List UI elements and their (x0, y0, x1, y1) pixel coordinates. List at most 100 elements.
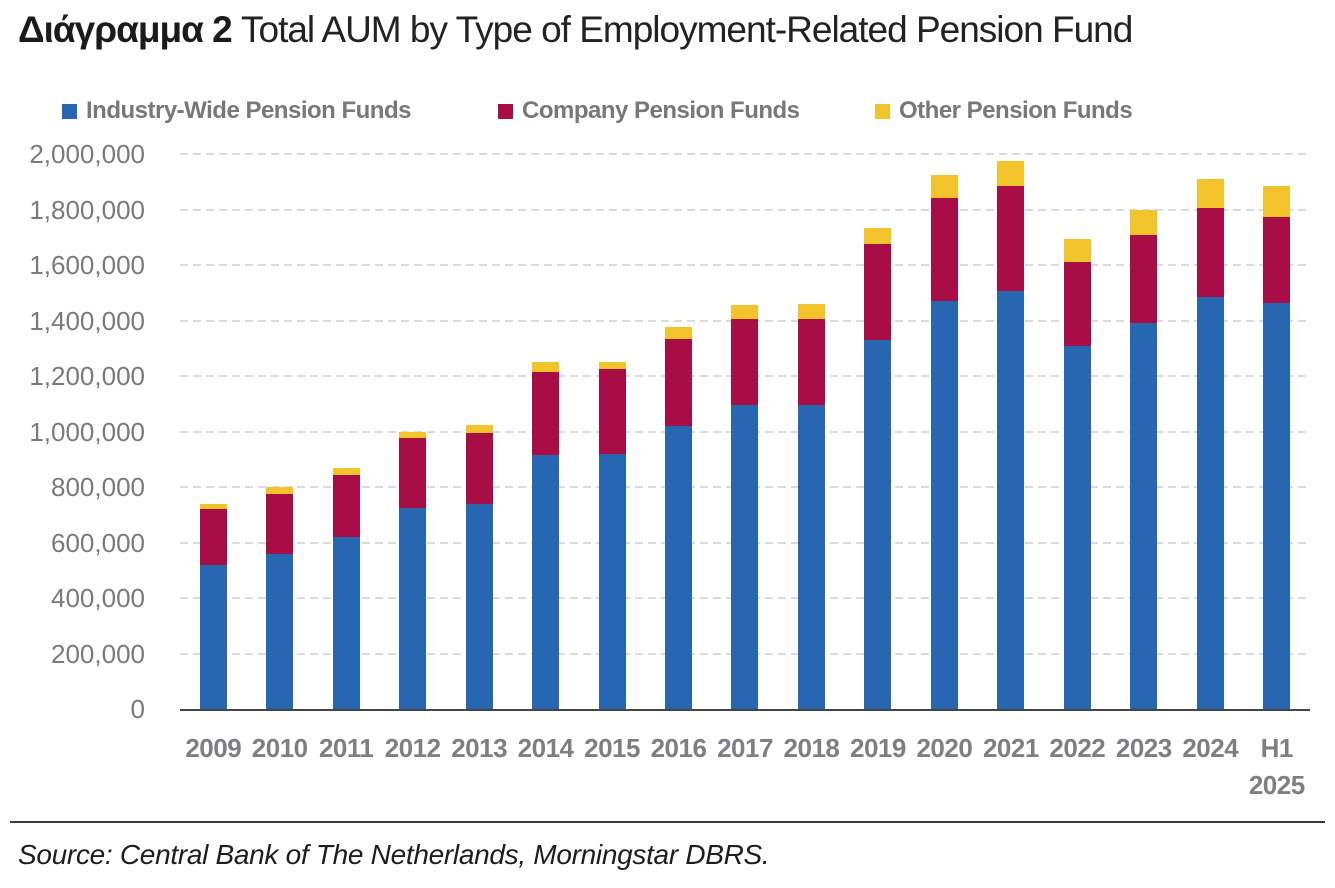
bar-segment-company (797, 319, 825, 406)
bar-segment-industry-wide (199, 564, 227, 709)
bar-segment-other (1063, 238, 1091, 263)
stacked-bar-2020 (930, 174, 958, 709)
bar-segment-company (1063, 262, 1091, 346)
plot-area (180, 153, 1310, 711)
stacked-bar-2019 (864, 227, 892, 709)
x-axis-line (180, 709, 1310, 711)
stacked-bar-2009 (199, 503, 227, 709)
y-tick-label: 400,000 (51, 583, 145, 613)
stacked-bar-2017 (731, 305, 759, 709)
stacked-bar-2013 (465, 424, 493, 709)
x-tick-label: 2015 (584, 733, 640, 763)
bar-segment-industry-wide (399, 507, 427, 709)
x-tick-label: 2021 (982, 733, 1039, 763)
stacked-bar-2012 (399, 431, 427, 709)
x-tick-label: 2018 (783, 733, 840, 763)
bar-segment-other (1263, 186, 1291, 217)
bar-segment-industry-wide (797, 405, 825, 709)
bar-slot-2011 (313, 154, 379, 709)
source-line: Source: Central Bank of The Netherlands,… (18, 839, 770, 870)
bar-segment-company (864, 244, 892, 340)
bar-slot-2009 (180, 154, 246, 709)
bar-segment-industry-wide (266, 553, 294, 709)
bar-slot-2010 (246, 154, 312, 709)
bar-segment-other (930, 174, 958, 199)
x-tick-label: 2022 (1049, 733, 1106, 763)
stacked-bar-2023 (1130, 209, 1158, 709)
x-tick-label: 2013 (451, 733, 508, 763)
bar-segment-company (532, 371, 560, 456)
legend-swatch-icon (62, 103, 77, 119)
bar-segment-company (665, 338, 693, 426)
bar-segment-company (930, 198, 958, 302)
bar-slot-2016 (645, 154, 711, 709)
bar-slot-2024 (1177, 154, 1243, 709)
bar-segment-other (864, 227, 892, 245)
stacked-bar-h1-2025 (1263, 186, 1291, 709)
bar-segment-company (598, 369, 626, 454)
bar-segment-other (598, 362, 626, 370)
y-tick-label: 800,000 (51, 472, 145, 502)
gridline (180, 264, 1310, 266)
stacked-bar-2022 (1063, 238, 1091, 709)
bar-slot-2023 (1111, 154, 1177, 709)
bar-segment-other (532, 362, 560, 372)
bar-segment-other (332, 467, 360, 475)
y-tick-label: 1,800,000 (29, 194, 145, 225)
gridline (180, 153, 1310, 155)
bar-segment-industry-wide (665, 425, 693, 709)
bar-segment-company (1130, 234, 1158, 324)
y-tick-label: 1,400,000 (29, 305, 145, 336)
bar-segment-other (266, 487, 294, 494)
y-tick-label: 1,000,000 (29, 416, 145, 447)
bar-slot-2019 (845, 154, 911, 709)
legend-label: Company Pension Funds (522, 97, 800, 124)
y-tick-label: 1,600,000 (29, 250, 145, 280)
stacked-bar-2018 (797, 303, 825, 709)
bar-segment-company (399, 438, 427, 508)
bar-segment-industry-wide (930, 301, 958, 709)
y-tick-label: 0 (130, 694, 145, 724)
bar-segment-industry-wide (1130, 323, 1158, 709)
x-tick-label: 2024 (1182, 733, 1239, 763)
bar-segment-company (266, 493, 294, 554)
bar-slot-2013 (446, 154, 512, 709)
bar-segment-company (1263, 216, 1291, 303)
bar-segment-other (399, 431, 427, 439)
bar-segment-industry-wide (731, 405, 759, 709)
bar-segment-other (465, 424, 493, 433)
x-tick-label: 2019 (850, 733, 906, 763)
bar-segment-company (465, 432, 493, 504)
stacked-bar-2021 (997, 160, 1025, 709)
x-tick-label: H1 2025 (1248, 733, 1305, 800)
bar-segment-industry-wide (532, 455, 560, 709)
y-tick-label: 1,200,000 (29, 361, 145, 391)
legend-item-1: Company Pension Funds (498, 97, 800, 125)
bar-segment-company (332, 474, 360, 537)
bar-segment-industry-wide (1063, 345, 1091, 709)
legend-swatch-icon (875, 103, 890, 119)
bar-segment-industry-wide (598, 453, 626, 709)
x-tick-label: 2014 (517, 733, 574, 763)
bar-slot-2014 (512, 154, 578, 709)
bar-segment-other (199, 503, 227, 510)
bar-segment-other (1130, 209, 1158, 235)
chart-title-prefix: Διάγραμμα 2 (18, 9, 233, 50)
bar-segment-industry-wide (864, 339, 892, 709)
stacked-bar-2016 (665, 327, 693, 709)
bar-slot-2022 (1044, 154, 1110, 709)
x-tick-label: 2020 (916, 733, 973, 763)
bar-slot-2012 (379, 154, 445, 709)
y-tick-label: 600,000 (51, 527, 145, 558)
bar-slot-h1-2025 (1244, 154, 1310, 709)
bar-segment-company (731, 319, 759, 406)
y-axis: 0 200,000 400,000 600,000 800,000 1,000,000 1,… (0, 0, 145, 888)
bar-segment-other (665, 327, 693, 339)
x-tick-label: 2023 (1115, 733, 1172, 763)
stacked-bar-2024 (1196, 179, 1224, 709)
bar-segment-company (1196, 208, 1224, 297)
stacked-bar-2011 (332, 467, 360, 709)
x-tick-label: 2017 (717, 733, 773, 763)
bar-slot-2015 (579, 154, 645, 709)
